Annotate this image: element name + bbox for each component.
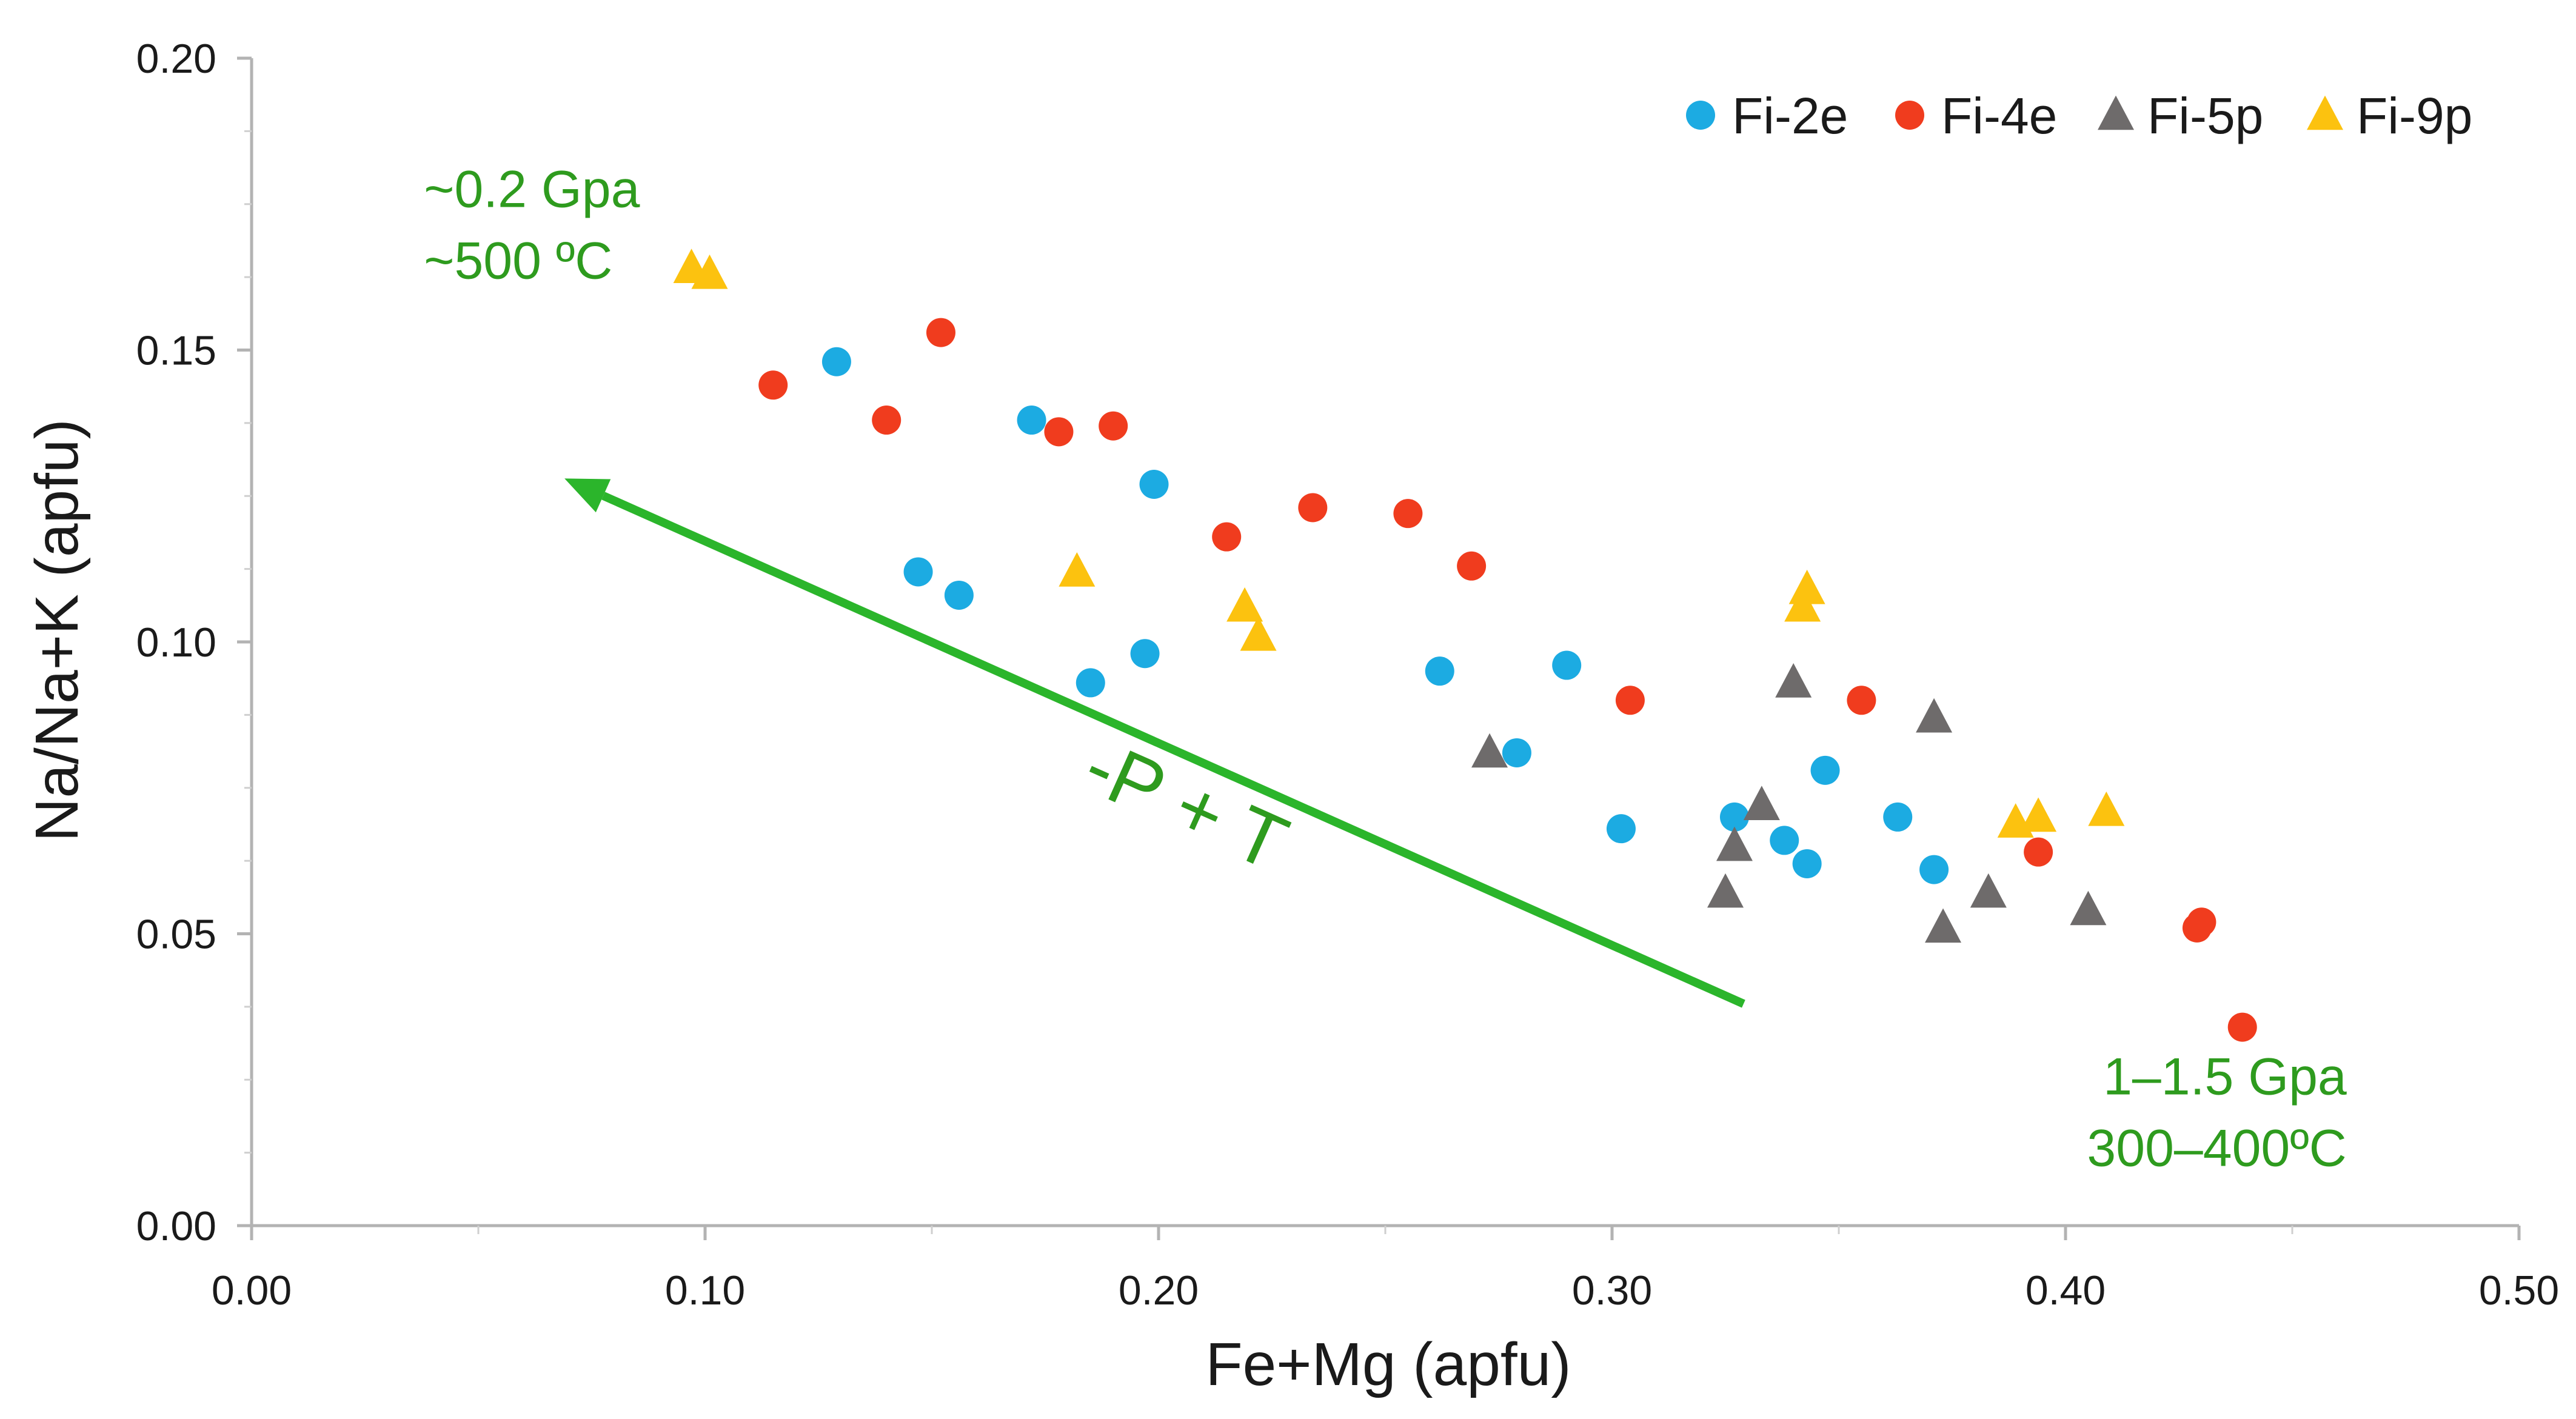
data-point-fi-5p xyxy=(1743,786,1780,820)
data-point-fi-4e xyxy=(926,318,955,347)
y-tick-label: 0.10 xyxy=(136,619,216,666)
x-tick-label: 0.30 xyxy=(1572,1267,1652,1314)
data-point-fi-4e xyxy=(872,406,902,435)
data-point-fi-4e xyxy=(1044,417,1074,447)
annotation-line: 1–1.5 Gpa xyxy=(2103,1047,2347,1106)
data-point-fi-2e xyxy=(1130,639,1160,669)
annotation-line: ~500 ºC xyxy=(424,232,612,290)
y-tick-label: 0.15 xyxy=(136,328,216,374)
data-point-fi-4e xyxy=(1212,522,1242,552)
data-point-fi-5p xyxy=(2070,890,2107,926)
x-tick-label: 0.40 xyxy=(2026,1267,2106,1314)
chart-axes: 0.00 0.10 0.20 0.30 0.40 0.50 0.00 0.05 0.10 0.15… xyxy=(136,36,2560,1314)
x-axis-title: Fe+Mg (apfu) xyxy=(1205,1331,1571,1398)
legend-item: Fi-9p xyxy=(2307,87,2472,144)
data-point-fi-4e xyxy=(2024,837,2053,867)
data-point-fi-2e xyxy=(1792,849,1822,878)
data-point-fi-9p xyxy=(1240,616,1277,651)
trend-arrow-shaft xyxy=(601,492,1745,1008)
legend-item: Fi-4e xyxy=(1895,87,2057,144)
y-tick-label: 0.20 xyxy=(136,36,216,82)
data-point-fi-9p xyxy=(1788,569,1825,604)
trend-arrow-group: -P + T xyxy=(564,478,1745,1008)
series-fi-5p xyxy=(1471,663,2107,943)
data-point-fi-2e xyxy=(1883,802,1913,832)
data-point-fi-5p xyxy=(1916,698,1953,733)
legend-marker xyxy=(2098,95,2134,130)
legend-label: Fi-5p xyxy=(2147,87,2263,144)
data-point-fi-5p xyxy=(1716,826,1753,861)
data-point-fi-9p xyxy=(2020,797,2057,832)
data-point-fi-4e xyxy=(1298,493,1328,523)
series-fi-4e xyxy=(758,318,2257,1042)
data-point-fi-2e xyxy=(1076,668,1105,698)
legend-marker xyxy=(1686,101,1715,130)
legend-label: Fi-9p xyxy=(2357,87,2472,144)
data-point-fi-2e xyxy=(1719,802,1749,832)
data-point-fi-5p xyxy=(1707,873,1744,908)
data-point-fi-2e xyxy=(1139,469,1169,499)
data-point-fi-4e xyxy=(1457,551,1487,581)
data-point-fi-5p xyxy=(1970,873,2007,908)
data-point-fi-4e xyxy=(758,370,788,400)
legend-marker xyxy=(1895,101,1924,130)
annotation-high-pressure: 1–1.5 Gpa 300–400ºC xyxy=(2087,1047,2346,1177)
data-point-fi-9p xyxy=(691,254,728,289)
x-tick-label: 0.10 xyxy=(665,1267,745,1314)
data-point-fi-9p xyxy=(1784,587,1821,622)
data-point-fi-9p xyxy=(2088,791,2125,826)
legend-item: Fi-2e xyxy=(1686,87,1848,144)
data-point-fi-2e xyxy=(1017,406,1046,435)
x-tick-label: 0.50 xyxy=(2479,1267,2559,1314)
series-fi-9p xyxy=(673,249,2125,838)
legend-marker xyxy=(2307,95,2343,130)
trend-arrow-label: -P + T xyxy=(1072,723,1300,887)
data-point-fi-4e xyxy=(1099,411,1128,441)
data-point-fi-2e xyxy=(903,557,933,587)
data-point-fi-2e xyxy=(1810,755,1840,785)
legend-label: Fi-2e xyxy=(1732,87,1848,144)
data-point-fi-2e xyxy=(944,580,974,610)
annotations: ~0.2 Gpa ~500 ºC 1–1.5 Gpa 300–400ºC xyxy=(424,161,2347,1178)
data-point-fi-4e xyxy=(1393,499,1423,529)
data-point-fi-9p xyxy=(1226,587,1263,622)
data-point-fi-2e xyxy=(1425,656,1454,686)
data-point-fi-2e xyxy=(821,347,851,376)
data-point-fi-4e xyxy=(1847,686,1876,715)
data-point-fi-2e xyxy=(1552,650,1582,680)
annotation-line: 300–400ºC xyxy=(2087,1119,2346,1177)
legend: Fi-2e Fi-4e Fi-5p Fi-9p xyxy=(1686,87,2472,144)
y-tick-label: 0.05 xyxy=(136,912,216,958)
data-point-fi-2e xyxy=(1919,855,1949,884)
trend-arrow-head xyxy=(564,478,611,513)
data-point-fi-2e xyxy=(1606,814,1636,844)
data-points xyxy=(673,249,2257,1042)
data-point-fi-2e xyxy=(1770,826,1799,855)
data-point-fi-5p xyxy=(1925,908,1962,943)
data-point-fi-4e xyxy=(2187,907,2216,937)
legend-item: Fi-5p xyxy=(2098,87,2263,144)
legend-label: Fi-4e xyxy=(1941,87,2057,144)
data-point-fi-5p xyxy=(1471,733,1508,768)
data-point-fi-9p xyxy=(1059,552,1096,587)
series-fi-2e xyxy=(821,347,1949,884)
y-axis-title: Na/Na+K (apfu) xyxy=(23,419,91,842)
x-tick-label: 0.20 xyxy=(1119,1267,1199,1314)
data-point-fi-5p xyxy=(1775,663,1812,698)
data-point-fi-4e xyxy=(2227,1012,2257,1042)
annotation-line: ~0.2 Gpa xyxy=(424,161,640,219)
data-point-fi-4e xyxy=(1615,686,1645,715)
annotation-low-pressure: ~0.2 Gpa ~500 ºC xyxy=(424,161,640,290)
data-point-fi-2e xyxy=(1502,738,1531,767)
y-tick-label: 0.00 xyxy=(136,1203,216,1249)
x-tick-label: 0.00 xyxy=(212,1267,292,1314)
